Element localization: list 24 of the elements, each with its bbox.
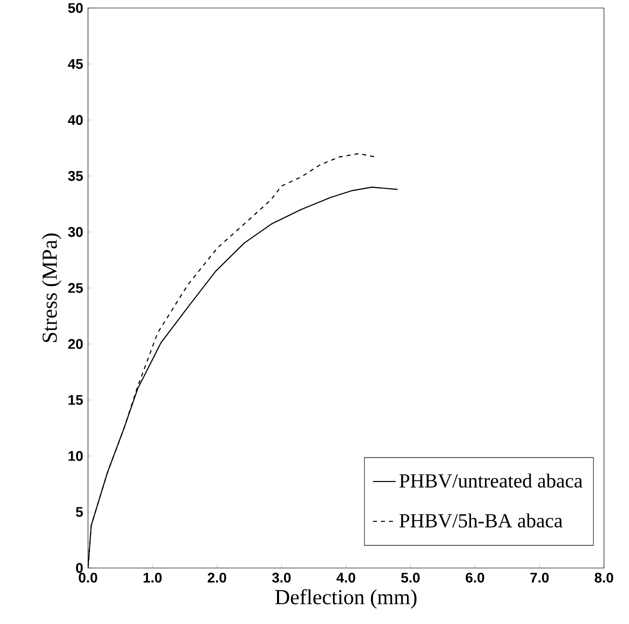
x-tick-label: 8.0 [594,572,614,583]
y-tick-label: 30 [68,227,83,237]
x-axis-title: Deflection (mm) [275,589,416,609]
y-axis-title: Stress (MPa) [42,234,62,342]
x-tick-label: 5.0 [401,572,420,583]
y-tick-label: 15 [68,395,83,405]
y-tick-label: 20 [68,339,83,349]
x-tick-label: 1.0 [144,572,162,583]
legend-label: PHBV/untreated abaca [400,474,582,488]
y-tick-label: 25 [68,283,83,293]
x-tick-label: 4.0 [336,572,356,583]
y-tick-label: 10 [68,451,83,461]
y-tick-label: 5 [76,507,83,517]
x-tick-label: 0.0 [78,572,98,583]
x-tick-label: 2.0 [208,572,226,583]
x-tick-label: 3.0 [272,572,291,583]
y-tick-label: 40 [68,115,83,125]
y-tick-label: 0 [76,563,83,573]
legend-label: PHBV/5h-BA abaca [400,513,562,528]
y-tick-label: 35 [68,171,83,181]
y-tick-label: 45 [68,59,83,69]
y-tick-label: 50 [68,3,83,13]
x-tick-label: 6.0 [466,572,484,583]
x-tick-label: 7.0 [530,572,549,583]
